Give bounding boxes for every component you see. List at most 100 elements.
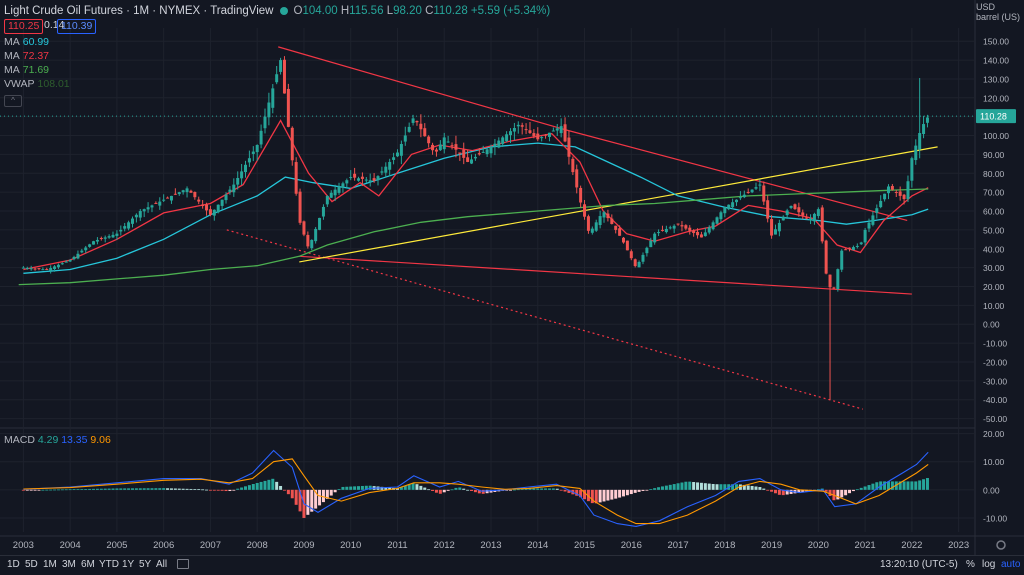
bid-price[interactable]: 110.25 <box>4 19 44 34</box>
candle-up <box>251 151 255 154</box>
candle-down <box>450 145 454 147</box>
candle-up <box>871 215 875 225</box>
macd-histogram-bar <box>890 481 894 490</box>
candle-up <box>142 209 146 212</box>
tf-5y[interactable]: 5Y <box>139 559 152 570</box>
y-tick-label: 130.00 <box>983 74 1009 84</box>
candle-down <box>629 251 633 259</box>
macd-histogram-bar <box>559 489 563 491</box>
indicator-ma-1[interactable]: MA 60.99 <box>4 36 49 48</box>
macd-histogram-bar <box>123 488 127 490</box>
tf-6m[interactable]: 6M <box>81 559 95 570</box>
macd-histogram-bar <box>205 489 209 491</box>
candle-up <box>559 126 563 134</box>
candle-up <box>481 151 485 153</box>
macd-histogram-bar <box>411 483 415 490</box>
symbol-title[interactable]: Light Crude Oil Futures · 1M · NYMEX · T… <box>4 5 274 17</box>
macd-histogram-bar <box>267 479 271 490</box>
candle-up <box>255 144 259 153</box>
candle-up <box>115 233 119 236</box>
macd-histogram-bar <box>898 481 902 490</box>
x-tick-label: 2019 <box>761 540 782 551</box>
macd-histogram-bar <box>115 488 119 490</box>
clock[interactable]: 13:20:10 (UTC-5) <box>880 559 958 570</box>
macd-histogram-bar <box>247 485 251 490</box>
candle-up <box>357 178 361 181</box>
macd-histogram-bar <box>357 486 361 490</box>
candle-down <box>166 197 170 199</box>
indicator-vwap[interactable]: VWAP 108.01 <box>4 78 70 90</box>
macd-histogram-bar <box>399 487 403 490</box>
candle-up <box>438 144 442 151</box>
unit-label[interactable]: barrel (US) <box>976 12 1021 22</box>
indicator-ma-3[interactable]: MA 71.69 <box>4 64 49 76</box>
market-status-dot <box>279 7 288 15</box>
macd-histogram-bar <box>922 479 926 490</box>
candle-down <box>699 234 703 238</box>
candle-up <box>602 212 606 218</box>
x-tick-label: 2020 <box>808 540 829 551</box>
candle-down <box>766 200 770 219</box>
candle-down <box>563 124 567 142</box>
macd-histogram-bar <box>540 488 544 490</box>
x-tick-label: 2018 <box>714 540 735 551</box>
candle-up <box>715 217 719 224</box>
candle-up <box>318 217 322 230</box>
candle-up <box>49 267 53 271</box>
macd-histogram-bar <box>699 482 703 490</box>
log-toggle[interactable]: log <box>982 559 996 570</box>
macd-histogram-bar <box>95 488 99 490</box>
macd-histogram-bar <box>419 485 423 490</box>
auto-toggle[interactable]: auto <box>1001 559 1021 570</box>
tf-1d[interactable]: 1D <box>7 559 20 570</box>
tf-ytd[interactable]: YTD <box>99 559 119 570</box>
date-range-icon[interactable] <box>177 559 189 569</box>
open-label: O <box>293 5 303 17</box>
macd-histogram-bar <box>138 488 142 490</box>
y-tick-label: 140.00 <box>983 56 1009 66</box>
macd-histogram-bar <box>820 488 824 490</box>
macd-histogram-bar <box>785 489 789 495</box>
macd-histogram-bar <box>181 488 185 490</box>
tf-1y[interactable]: 1Y <box>122 559 135 570</box>
candle-up <box>368 180 372 183</box>
indicator-ma-2[interactable]: MA 72.37 <box>4 50 49 62</box>
candle-up <box>384 166 388 173</box>
trendline <box>226 229 863 410</box>
candle-up <box>84 247 88 251</box>
collapse-legend-button[interactable]: ^ <box>4 95 22 107</box>
y-tick-label: 60.00 <box>983 207 1005 217</box>
macd-histogram-bar <box>255 482 259 490</box>
macd-histogram-bar <box>438 489 442 494</box>
candle-up <box>388 161 392 170</box>
macd-histogram-bar <box>29 489 33 491</box>
macd-histogram-bar <box>450 489 454 491</box>
candle-down <box>890 186 894 190</box>
tf-1m[interactable]: 1M <box>43 559 57 570</box>
candle-up <box>914 145 918 161</box>
candle-down <box>606 213 610 219</box>
macd-legend[interactable]: MACD 4.29 13.35 9.06 <box>4 434 111 446</box>
candle-up <box>395 152 399 157</box>
macd-histogram-bar <box>434 489 438 493</box>
macd-histogram-bar <box>415 484 419 490</box>
candle-up <box>130 218 134 224</box>
ask-price[interactable]: 110.39 <box>57 19 97 34</box>
settings-gear-icon[interactable] <box>996 540 1006 550</box>
macd-histogram-bar <box>551 488 555 490</box>
macd-histogram-bar <box>111 488 115 490</box>
tf-all[interactable]: All <box>156 559 168 570</box>
macd-histogram-bar <box>454 487 458 490</box>
candle-up <box>169 195 173 201</box>
percent-toggle[interactable]: % <box>966 559 975 570</box>
macd-histogram-bar <box>575 489 579 496</box>
tf-3m[interactable]: 3M <box>62 559 76 570</box>
tf-5d[interactable]: 5D <box>25 559 38 570</box>
candle-up <box>470 159 474 164</box>
x-tick-label: 2012 <box>434 540 455 551</box>
macd-histogram-bar <box>208 489 212 491</box>
macd-histogram-bar <box>407 484 411 490</box>
candle-down <box>189 190 193 193</box>
candle-up <box>399 143 403 156</box>
